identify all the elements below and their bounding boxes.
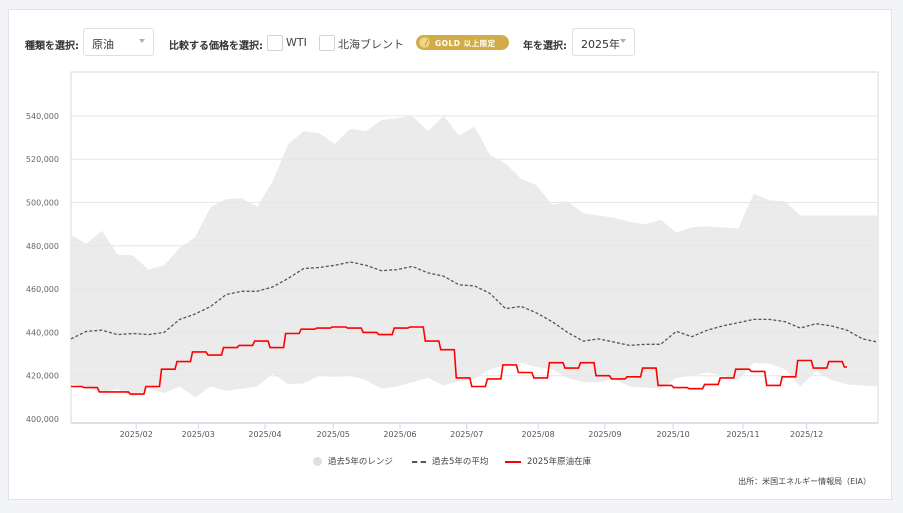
- checkbox-label: 北海ブレント: [338, 38, 404, 51]
- y-tick-label: 540,000: [26, 112, 59, 121]
- x-tick-label: 2025/12: [790, 430, 823, 439]
- y-tick-label: 420,000: [26, 372, 59, 381]
- checkbox-label: WTI: [286, 36, 307, 49]
- legend-label: 過去5年のレンジ: [328, 457, 393, 467]
- current-year-line: [71, 326, 847, 395]
- range-band: [71, 115, 878, 398]
- chevron-down-icon: [620, 39, 626, 43]
- legend-label: 2025年原油在庫: [527, 457, 592, 467]
- type-select-label: 種類を選択:: [25, 41, 79, 52]
- controls-bar: 種類を選択: 原油 比較する価格を選択: WTI 北海ブレント GOLD 以上限…: [9, 28, 891, 58]
- legend-item-average[interactable]: 過去5年の平均: [412, 455, 488, 467]
- checkbox-box[interactable]: [267, 35, 283, 51]
- source-note: 出所：米国エネルギー情報局（EIA）: [738, 477, 871, 486]
- chevron-down-icon: [139, 39, 145, 43]
- y-tick-label: 500,000: [26, 199, 59, 208]
- type-select-value: 原油: [92, 38, 114, 51]
- x-tick-label: 2025/03: [182, 430, 215, 439]
- x-tick-label: 2025/02: [120, 430, 153, 439]
- chart-card: 種類を選択: 原油 比較する価格を選択: WTI 北海ブレント GOLD 以上限…: [8, 9, 892, 500]
- year-select-label: 年を選択:: [523, 41, 567, 52]
- x-tick-label: 2025/11: [726, 430, 759, 439]
- compare-label: 比較する価格を選択:: [169, 41, 263, 52]
- y-tick-label: 460,000: [26, 285, 59, 294]
- dashed-line-icon: [412, 460, 426, 463]
- x-tick-label: 2025/08: [522, 430, 555, 439]
- year-select[interactable]: 2025年: [572, 28, 635, 56]
- inventory-chart: 400,000 420,000 440,000 460,000 480,000 500,0…: [26, 71, 879, 439]
- y-tick-label: 440,000: [26, 328, 59, 337]
- solid-line-icon: [505, 460, 521, 463]
- x-tick-label: 2025/09: [588, 430, 621, 439]
- legend-item-range[interactable]: 過去5年のレンジ: [313, 455, 393, 467]
- x-tick-label: 2025/04: [248, 430, 281, 439]
- y-tick-label: 400,000: [26, 415, 59, 424]
- legend-item-current[interactable]: 2025年原油在庫: [505, 455, 591, 467]
- range-swatch-icon: [313, 457, 322, 466]
- legend-label: 過去5年の平均: [432, 457, 489, 467]
- gold-only-badge: GOLD 以上限定: [416, 35, 509, 50]
- x-tick-label: 2025/07: [450, 430, 483, 439]
- x-tick-label: 2025/05: [317, 430, 350, 439]
- x-tick-label: 2025/06: [383, 430, 416, 439]
- checkbox-box[interactable]: [319, 35, 335, 51]
- gold-badge-text: GOLD 以上限定: [435, 39, 496, 48]
- x-tick-label: 2025/10: [657, 430, 690, 439]
- gold-coin-icon: [419, 37, 430, 48]
- y-tick-label: 480,000: [26, 242, 59, 251]
- chart-legend: 過去5年のレンジ 過去5年の平均 2025年原油在庫: [9, 455, 891, 471]
- year-select-value: 2025年: [581, 38, 620, 51]
- type-select[interactable]: 原油: [83, 28, 154, 56]
- y-tick-label: 520,000: [26, 155, 59, 164]
